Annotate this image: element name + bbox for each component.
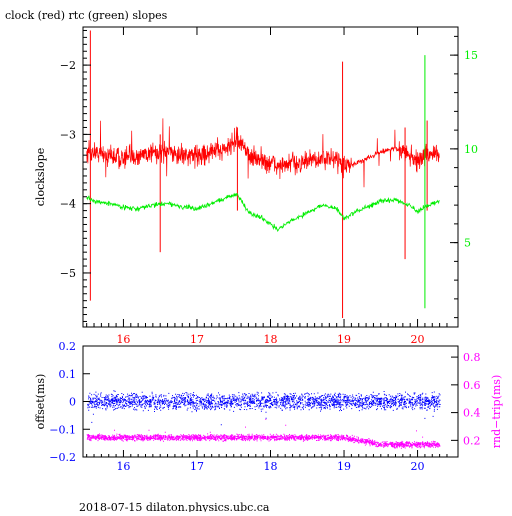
slope-plot-frame — [82, 26, 459, 328]
x2-tick-label: 18 — [264, 460, 278, 473]
y-tick-label: −3 — [60, 128, 76, 141]
x2-tick-label: 19 — [337, 460, 351, 473]
x-tick-label: 19 — [337, 333, 351, 346]
offset-axis-label: offset(ms) — [34, 374, 47, 430]
clock-series-line — [86, 118, 440, 188]
rndtrip-y-tick-label: 0.4 — [463, 407, 481, 420]
y2-tick-label: 5 — [464, 237, 471, 250]
chart-title: clock (red) rtc (green) slopes — [5, 9, 168, 22]
offset-y-tick-label: 0.1 — [59, 368, 77, 381]
y-tick-label: −5 — [60, 267, 76, 280]
x-tick-label: 20 — [411, 333, 425, 346]
rndtrip-y-tick-label: 0.2 — [463, 434, 481, 447]
offset-y-tick-label: −0.2 — [49, 451, 76, 464]
x2-tick-label: 17 — [190, 460, 204, 473]
x2-tick-label: 20 — [411, 460, 425, 473]
rtc-series-line — [86, 192, 440, 233]
offset-y-tick-label: 0 — [69, 396, 76, 409]
y-tick-label: −4 — [60, 198, 76, 211]
rndtrip-y-tick-label: 0.6 — [463, 379, 481, 392]
x-tick-label: 16 — [116, 333, 130, 346]
slope-panel: 16 17 18 19 20 −5 −4 −3 −2 5 10 15 clockslope — [34, 26, 478, 346]
rndtrip-axis-label: rnd−trip(ms) — [490, 375, 503, 449]
rndtrip-y-tick-label: 0.8 — [463, 351, 481, 364]
footer-label: 2018-07-15 dilaton.physics.ubc.ca — [79, 501, 270, 512]
x-tick-label: 18 — [264, 333, 278, 346]
y2-tick-label: 15 — [464, 49, 478, 62]
offset-panel: 16 17 18 19 20 −0.2 −0.1 0 0.1 0.2 0.2 0.4 0.6 0.8 off… — [34, 340, 503, 473]
y-axis-label: clockslope — [34, 148, 47, 206]
offset-scatter — [87, 390, 441, 426]
offset-y-tick-label: 0.2 — [59, 340, 77, 353]
x2-tick-label: 16 — [116, 460, 130, 473]
rndtrip-scatter — [86, 418, 441, 449]
y2-tick-label: 10 — [464, 143, 478, 156]
x-tick-label: 17 — [190, 333, 204, 346]
offset-y-tick-label: −0.1 — [49, 423, 76, 436]
y-tick-label: −2 — [60, 59, 76, 72]
